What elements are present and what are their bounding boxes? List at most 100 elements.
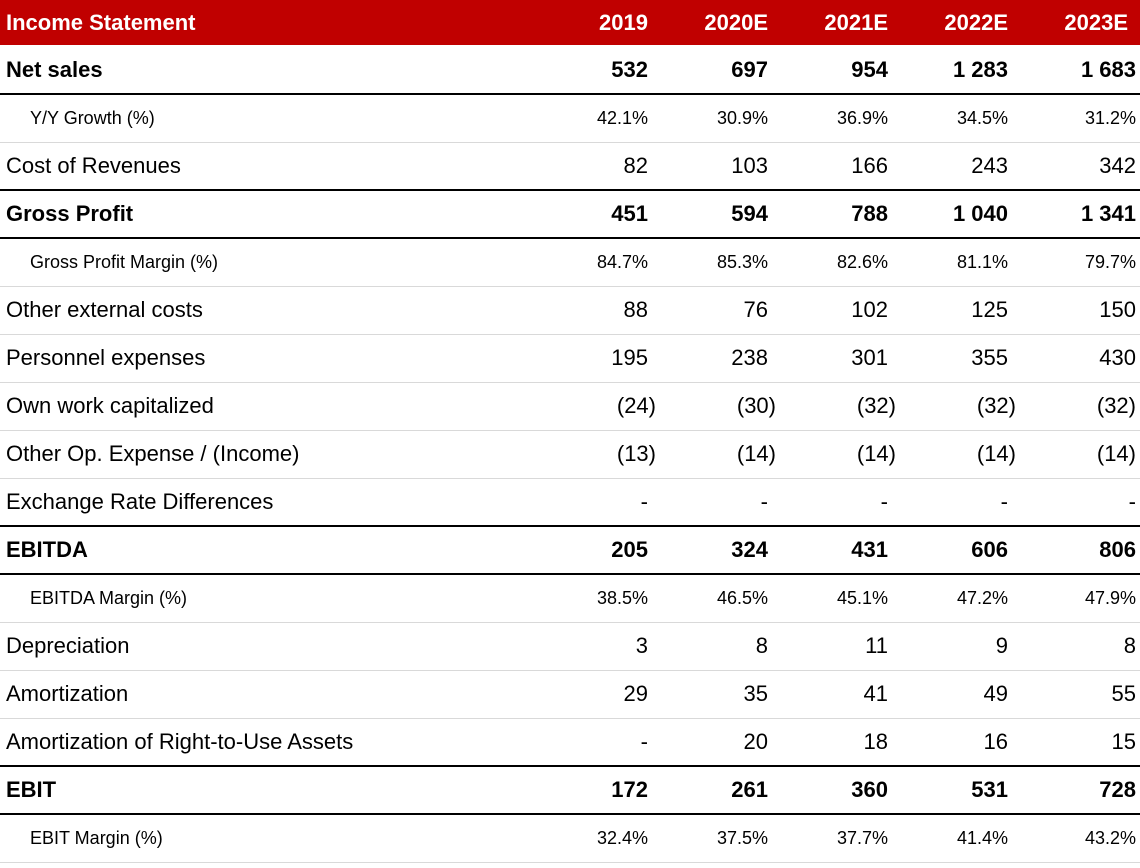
table-row: Y/Y Growth (%) 42.1% 30.9% 36.9% 34.5% 31.2% xyxy=(0,94,1140,143)
table-row: Other external costs 88 76 102 125 150 xyxy=(0,286,1140,335)
table-row: EBITDA Margin (%) 38.5% 46.5% 45.1% 47.2% 47.… xyxy=(0,574,1140,623)
cell-value: 1 040 xyxy=(900,189,1020,239)
cell-value: 172 xyxy=(540,765,660,815)
row-label: EBIT xyxy=(0,765,540,815)
cell-value: 84.7% xyxy=(540,238,660,287)
cell-value: 166 xyxy=(780,142,900,191)
row-label: Y/Y Growth (%) xyxy=(0,94,540,143)
row-label: EBITDA Margin (%) xyxy=(0,574,540,623)
row-label: Gross Profit xyxy=(0,189,540,239)
table-row: EBIT Margin (%) 32.4% 37.5% 37.7% 41.4% 43.2% xyxy=(0,814,1140,863)
row-label: EBITDA xyxy=(0,525,540,575)
row-label: Other Op. Expense / (Income) xyxy=(0,430,540,479)
cell-value: 238 xyxy=(660,334,780,383)
row-label: Net sales xyxy=(0,46,540,95)
cell-value: 46.5% xyxy=(660,574,780,623)
cell-value: 102 xyxy=(780,286,900,335)
cell-value: 47.2% xyxy=(900,574,1020,623)
cell-value: 150 xyxy=(1020,286,1140,335)
row-label: Other external costs xyxy=(0,286,540,335)
table-row: EBIT 172 261 360 531 728 xyxy=(0,765,1140,815)
cell-value: 9 xyxy=(900,622,1020,671)
cell-value: 16 xyxy=(900,718,1020,767)
table-row: EBITDA 205 324 431 606 806 xyxy=(0,525,1140,575)
row-label: Amortization xyxy=(0,670,540,719)
row-label: Amortization of Right-to-Use Assets xyxy=(0,718,540,767)
cell-value: 47.9% xyxy=(1020,574,1140,623)
table-row: Personnel expenses 195 238 301 355 430 xyxy=(0,334,1140,383)
cell-value: (14) xyxy=(900,430,1020,479)
cell-value: 697 xyxy=(660,46,780,95)
cell-value: 41 xyxy=(780,670,900,719)
cell-value: 451 xyxy=(540,189,660,239)
header-year: 2023E xyxy=(1020,0,1140,46)
cell-value: 81.1% xyxy=(900,238,1020,287)
cell-value: (24) xyxy=(540,382,660,431)
cell-value: 3 xyxy=(540,622,660,671)
cell-value: (14) xyxy=(660,430,780,479)
cell-value: 34.5% xyxy=(900,94,1020,143)
cell-value: 29 xyxy=(540,670,660,719)
cell-value: 806 xyxy=(1020,525,1140,575)
cell-value: 37.5% xyxy=(660,814,780,863)
cell-value: 85.3% xyxy=(660,238,780,287)
header-title: Income Statement xyxy=(0,0,540,46)
cell-value: (14) xyxy=(1020,430,1140,479)
cell-value: 43.2% xyxy=(1020,814,1140,863)
cell-value: 11 xyxy=(780,622,900,671)
table-row: Amortization 29 35 41 49 55 xyxy=(0,670,1140,719)
header-year: 2019 xyxy=(540,0,660,46)
table-row: Amortization of Right-to-Use Assets -20 18… xyxy=(0,718,1140,767)
table-row: Own work capitalized (24) (30) (32) (32) (32) xyxy=(0,382,1140,431)
cell-value: (30) xyxy=(660,382,780,431)
cell-value: 594 xyxy=(660,189,780,239)
cell-value: 431 xyxy=(780,525,900,575)
header-year: 2020E xyxy=(660,0,780,46)
cell-value: 31.2% xyxy=(1020,94,1140,143)
table-row: Exchange Rate Differences - - - - - xyxy=(0,478,1140,527)
cell-value: - xyxy=(660,478,780,527)
cell-value: 301 xyxy=(780,334,900,383)
cell-value: 42.1% xyxy=(540,94,660,143)
cell-value: (32) xyxy=(780,382,900,431)
cell-value: 531 xyxy=(900,765,1020,815)
cell-value: 15 xyxy=(1020,718,1140,767)
cell-value: 430 xyxy=(1020,334,1140,383)
cell-value: 20 xyxy=(660,718,780,767)
table-body: Net sales 532 697 954 1 283 1 683 Y/Y Growth (… xyxy=(0,46,1140,863)
cell-value: 324 xyxy=(660,525,780,575)
table-row: Net sales 532 697 954 1 283 1 683 xyxy=(0,46,1140,95)
cell-value: 728 xyxy=(1020,765,1140,815)
table-row: Cost of Revenues 82 103 166 243 342 xyxy=(0,142,1140,191)
cell-value: 41.4% xyxy=(900,814,1020,863)
cell-value: 360 xyxy=(780,765,900,815)
cell-value: 82.6% xyxy=(780,238,900,287)
table-row: Gross Profit 451 594 788 1 040 1 341 xyxy=(0,189,1140,239)
cell-value: 205 xyxy=(540,525,660,575)
cell-value: - xyxy=(540,478,660,527)
header-year: 2022E xyxy=(900,0,1020,46)
cell-value: (14) xyxy=(780,430,900,479)
cell-value: 35 xyxy=(660,670,780,719)
cell-value: - xyxy=(780,478,900,527)
cell-value: 1 683 xyxy=(1020,46,1140,95)
cell-value: 243 xyxy=(900,142,1020,191)
cell-value: 32.4% xyxy=(540,814,660,863)
row-label: EBIT Margin (%) xyxy=(0,814,540,863)
cell-value: 49 xyxy=(900,670,1020,719)
cell-value: 195 xyxy=(540,334,660,383)
cell-value: 103 xyxy=(660,142,780,191)
row-label: Depreciation xyxy=(0,622,540,671)
cell-value: (32) xyxy=(900,382,1020,431)
row-label: Cost of Revenues xyxy=(0,142,540,191)
header-year: 2021E xyxy=(780,0,900,46)
row-label: Personnel expenses xyxy=(0,334,540,383)
cell-value: - xyxy=(900,478,1020,527)
cell-value: 82 xyxy=(540,142,660,191)
cell-value: 261 xyxy=(660,765,780,815)
table-header: Income Statement 2019 2020E 2021E 2022E 2023E xyxy=(0,0,1140,46)
cell-value: 788 xyxy=(780,189,900,239)
row-label: Own work capitalized xyxy=(0,382,540,431)
cell-value: 18 xyxy=(780,718,900,767)
